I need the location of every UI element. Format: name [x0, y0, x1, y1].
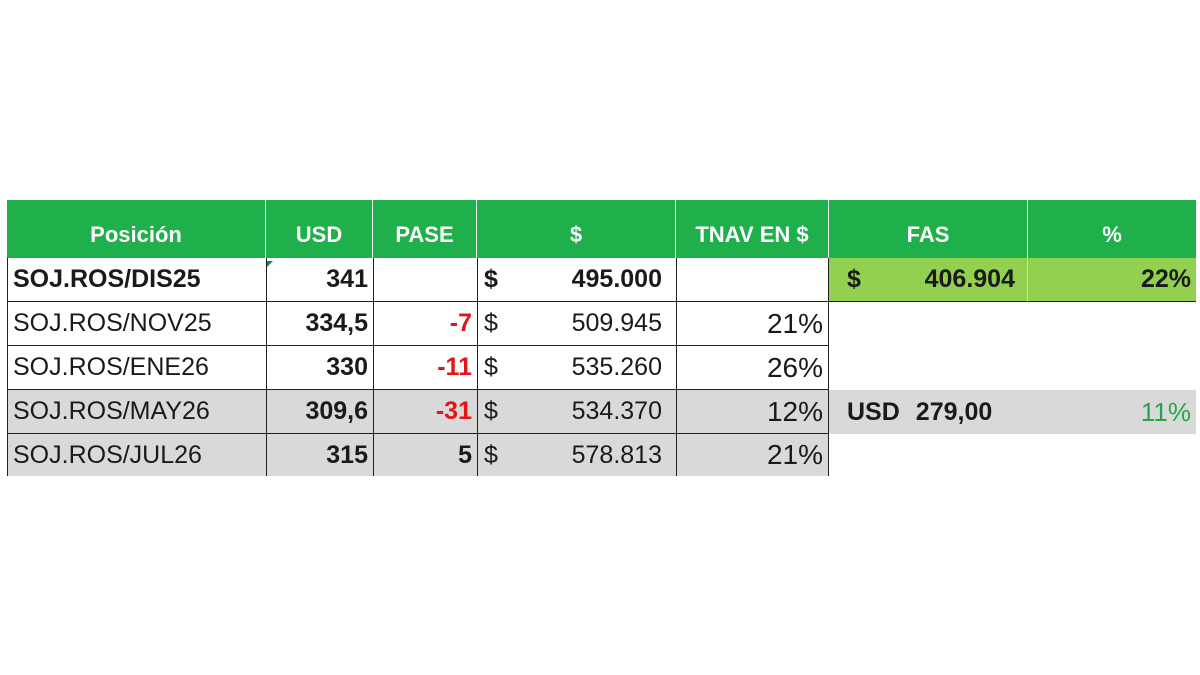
- cell-pase-row-5[interactable]: 5: [373, 434, 477, 476]
- pesos-amount: 534.370: [571, 397, 662, 425]
- cell-fas-usd-pct[interactable]: 11%: [1028, 390, 1196, 434]
- fas-currency-symbol: $: [847, 265, 861, 293]
- cell-fas-usd[interactable]: USD 279,00: [829, 390, 1028, 434]
- header-pesos[interactable]: $: [477, 200, 676, 258]
- pesos-amount: 495.000: [571, 265, 662, 293]
- cell-pesos-row-2[interactable]: $ 509.945: [477, 302, 676, 346]
- fas-amount: 406.904: [924, 265, 1015, 293]
- currency-symbol: $: [484, 309, 498, 337]
- cell-pase-row-3[interactable]: -11: [373, 346, 477, 390]
- cell-posicion-row-3[interactable]: SOJ.ROS/ENE26: [7, 346, 266, 390]
- spreadsheet-table: Posición USD PASE $ TNAV EN $ FAS % SOJ.…: [7, 200, 1196, 476]
- header-fas[interactable]: FAS: [829, 200, 1028, 258]
- header-pase[interactable]: PASE: [373, 200, 477, 258]
- cell-usd-row-2[interactable]: 334,5: [266, 302, 373, 346]
- cell-pesos-row-3[interactable]: $ 535.260: [477, 346, 676, 390]
- currency-symbol: $: [484, 265, 498, 293]
- currency-symbol: $: [484, 397, 498, 425]
- header-usd[interactable]: USD: [266, 200, 373, 258]
- cell-pesos-row-1[interactable]: $ 495.000: [477, 258, 676, 302]
- cell-pase-row-1[interactable]: [373, 258, 477, 302]
- pesos-amount: 535.260: [571, 353, 662, 381]
- cell-posicion-row-2[interactable]: SOJ.ROS/NOV25: [7, 302, 266, 346]
- comment-indicator-icon: [267, 261, 273, 267]
- header-tnav[interactable]: TNAV EN $: [676, 200, 829, 258]
- cell-tnav-row-4[interactable]: 12%: [676, 390, 829, 434]
- cell-posicion-row-4[interactable]: SOJ.ROS/MAY26: [7, 390, 266, 434]
- cell-usd-row-3[interactable]: 330: [266, 346, 373, 390]
- pesos-amount: 509.945: [571, 309, 662, 337]
- cell-pase-row-2[interactable]: -7: [373, 302, 477, 346]
- cell-pesos-row-4[interactable]: $ 534.370: [477, 390, 676, 434]
- cell-usd-row-5[interactable]: 315: [266, 434, 373, 476]
- cell-pesos-row-5[interactable]: $ 578.813: [477, 434, 676, 476]
- fas-usd-label: USD: [847, 397, 900, 426]
- cell-usd-row-1[interactable]: 341: [266, 258, 373, 302]
- currency-symbol: $: [484, 353, 498, 381]
- currency-symbol: $: [484, 440, 498, 469]
- fas-usd-value: 279,00: [915, 397, 993, 426]
- cell-tnav-row-3[interactable]: 26%: [676, 346, 829, 390]
- header-posicion[interactable]: Posición: [7, 200, 266, 258]
- pesos-amount: 578.813: [571, 440, 662, 469]
- cell-posicion-row-5[interactable]: SOJ.ROS/JUL26: [7, 434, 266, 476]
- cell-posicion-row-1[interactable]: SOJ.ROS/DIS25: [7, 258, 266, 302]
- cell-fas-value[interactable]: $ 406.904: [829, 258, 1028, 302]
- cell-tnav-row-5[interactable]: 21%: [676, 434, 829, 476]
- cell-tnav-row-1[interactable]: [676, 258, 829, 302]
- cell-fas-pct[interactable]: 22%: [1028, 258, 1196, 302]
- cell-tnav-row-2[interactable]: 21%: [676, 302, 829, 346]
- cell-usd-row-4[interactable]: 309,6: [266, 390, 373, 434]
- cell-pase-row-4[interactable]: -31: [373, 390, 477, 434]
- header-pct[interactable]: %: [1028, 200, 1196, 258]
